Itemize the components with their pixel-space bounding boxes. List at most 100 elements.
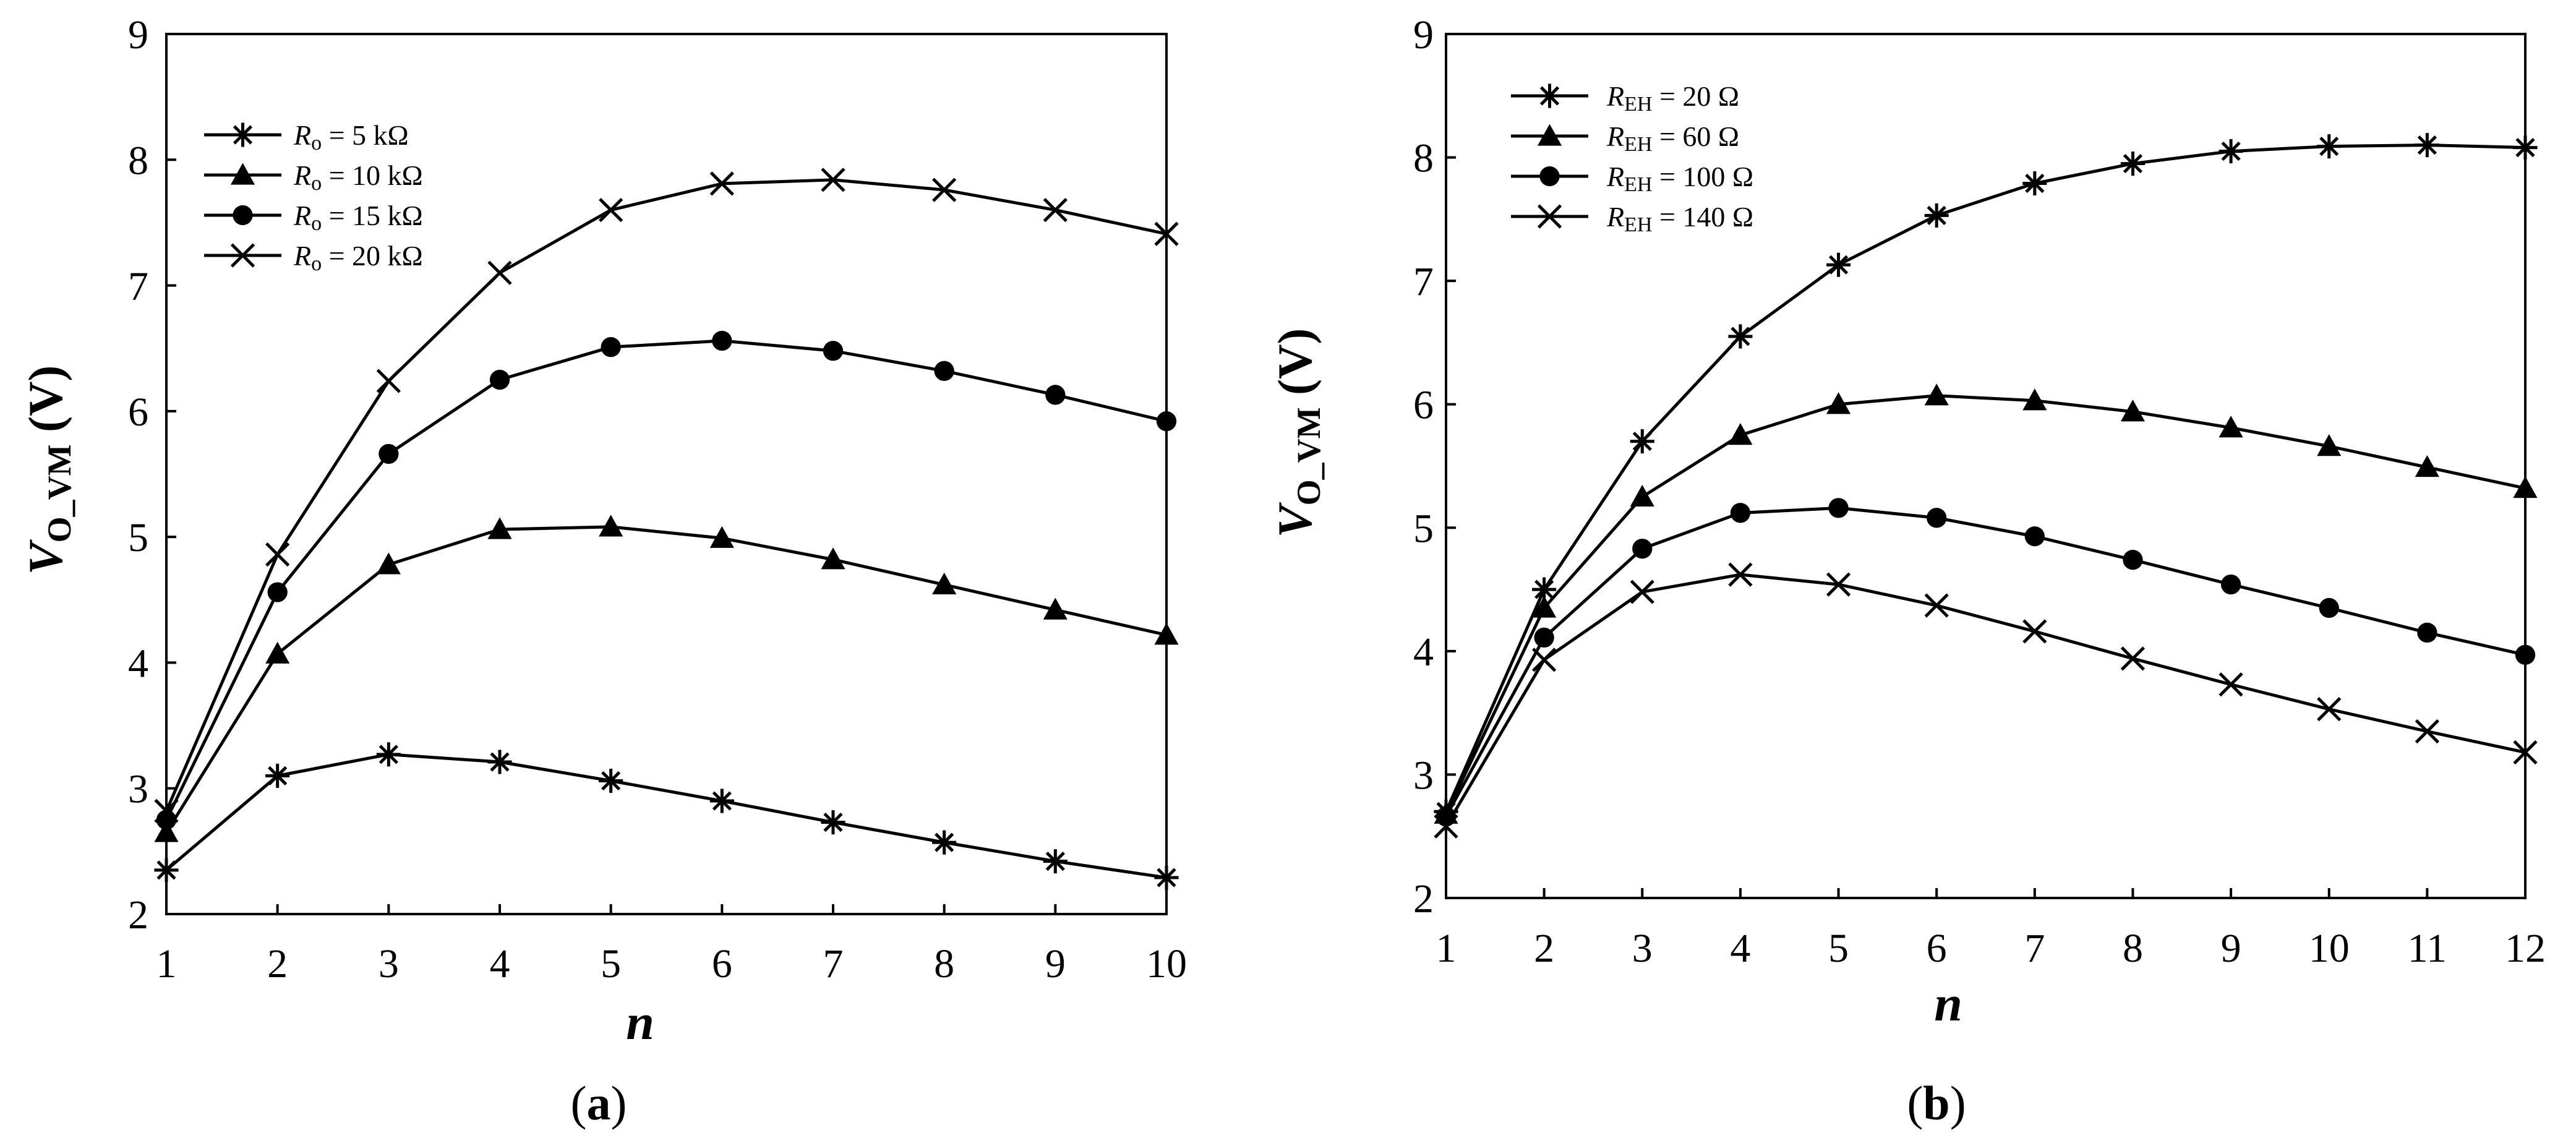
panel-a-data-point-stroke2 — [265, 542, 290, 567]
panel-a-data-point — [821, 547, 845, 570]
panel-a-legend-symbol: R — [293, 119, 311, 151]
panel-a-data-point-stroke2 — [599, 197, 623, 223]
panel-b-data-point — [2513, 135, 2538, 160]
panel-b-x-tick-label: 3 — [1632, 926, 1653, 971]
panel-a-data-point — [154, 858, 179, 883]
panel-b-data-point — [2219, 672, 2243, 697]
panel-a-data-point — [599, 515, 623, 537]
panel-a-data-point — [823, 341, 844, 361]
panel-a-data-point — [709, 789, 734, 813]
panel-a-series-line — [165, 339, 1167, 821]
panel-a-legend-marker-stroke2 — [230, 243, 255, 268]
panel-b-legend-value: = 140 Ω — [1652, 201, 1753, 233]
panel-b-data-point-spoke — [2515, 138, 2535, 158]
panel-a-data-point — [709, 171, 734, 196]
panel-b-data-point-shape — [2120, 400, 2146, 422]
panel-b-data-point-stroke2 — [1434, 814, 1458, 839]
panel-a-data-point — [709, 526, 734, 548]
panel-a-legend-label: Ro = 5 kΩ — [293, 119, 409, 155]
panel-b-data-point — [1924, 383, 1949, 406]
panel-a-data-point — [376, 742, 401, 767]
panel-a-data-point — [1043, 849, 1068, 874]
panel-a-y-tick-label: 3 — [128, 767, 148, 812]
panel-a-y-tick-label: 2 — [128, 892, 148, 938]
panel-b-data-point-spoke — [1731, 327, 1750, 346]
panel-b-data-point — [2415, 455, 2439, 477]
panel-a-x-tick-label: 4 — [490, 941, 510, 986]
panel-a-data-point-shape — [267, 582, 288, 602]
panel-b-y-tick-label: 5 — [1413, 506, 1434, 551]
panel-a-x-tick-label: 1 — [156, 941, 177, 986]
panel-a-x-tick-label: 10 — [1146, 941, 1187, 986]
panel-a-data-point-shape — [376, 552, 401, 575]
panel-b-data-point — [1728, 423, 1753, 445]
panel-b-data-point-shape — [2220, 574, 2241, 595]
panel-b-data-point — [2317, 697, 2342, 722]
panel-b-y-tick-label: 6 — [1413, 383, 1434, 428]
panel-b-data-point — [1632, 539, 1653, 559]
panel-a-legend-subscript: o — [311, 212, 322, 235]
panel-a-legend-marker-spoke — [233, 125, 253, 145]
panel-b-legend-subscript: EH — [1624, 213, 1652, 236]
panel-b-series-line — [1444, 394, 2526, 815]
panel-b-legend-subscript: EH — [1624, 93, 1652, 116]
panel-b-data-point-stroke2 — [2120, 646, 2146, 671]
panel-a-y-axis-label: VO_VM (V) — [19, 366, 78, 575]
panel-a-data-point-shape — [265, 641, 290, 664]
panel-a-data-point-shape — [821, 547, 845, 570]
panel-a-data-point-shape — [934, 361, 954, 381]
panel-a-legend-value: = 10 kΩ — [322, 160, 423, 191]
panel-b-data-point — [2120, 152, 2146, 176]
panel-b-data-point-shape — [1632, 539, 1653, 559]
panel-b-data-point-stroke2 — [2415, 719, 2439, 744]
panel-b-data-point — [1630, 429, 1654, 454]
panel-a-data-point — [376, 552, 401, 575]
panel-b-data-point — [2219, 416, 2243, 438]
panel-b-caption-open: ( — [1907, 1076, 1923, 1130]
panel-a-data-point-shape — [712, 330, 732, 351]
panel-a-data-point — [934, 361, 954, 381]
panel-a-y-tick-label: 4 — [128, 641, 148, 686]
panel-b-data-point-shape — [2024, 526, 2045, 547]
panel-b-data-point — [1630, 484, 1654, 507]
panel-a-legend-label: Ro = 20 kΩ — [293, 240, 423, 275]
panel-b-series-2 — [1434, 383, 2538, 824]
panel-b-data-point — [2219, 139, 2243, 164]
panel-b-series-4 — [1434, 562, 2538, 839]
panel-b-data-point-spoke — [2025, 173, 2045, 194]
panel-b-data-point — [2120, 646, 2146, 671]
panel-a-legend-symbol: R — [293, 200, 311, 231]
panel-b-x-tick-label: 7 — [2024, 926, 2045, 971]
panel-a-data-point-stroke2 — [932, 177, 957, 202]
panel-b-data-point — [2513, 476, 2538, 498]
panel-b-data-point-shape — [2513, 476, 2538, 498]
panel-b-data-point-stroke2 — [1630, 579, 1654, 604]
panel-a-data-point-spoke — [601, 771, 621, 791]
panel-b-legend-item: REH = 100 Ω — [1511, 161, 1753, 196]
panel-a-data-point — [1154, 221, 1179, 246]
panel-b-data-point-shape — [1630, 484, 1654, 507]
panel-b-y-axis-label-sub: O_VM — [1290, 407, 1327, 505]
panel-a-data-point — [1043, 597, 1068, 620]
panel-b-data-point — [2120, 400, 2146, 422]
panel-a-series-line — [165, 525, 1167, 834]
panel-b-data-point-stroke2 — [1532, 648, 1557, 672]
panel-a-y-tick-label: 9 — [128, 12, 148, 58]
panel-a-caption-open: ( — [571, 1076, 587, 1130]
panel-b-legend-marker — [1537, 204, 1562, 229]
panel-b-legend-marker-stroke2 — [1537, 204, 1562, 229]
panel-a-data-point — [379, 443, 399, 464]
panel-a-legend-item: Ro = 20 kΩ — [204, 240, 423, 275]
panel-a-data-point-shape — [489, 369, 510, 390]
panel-b-data-point-spoke — [2319, 137, 2339, 156]
panel-a-data-point-stroke2 — [1043, 197, 1068, 223]
panel-b-data-point — [1828, 498, 1849, 518]
panel-b-legend-marker-shape — [1539, 166, 1560, 187]
panel-a-legend-label: Ro = 10 kΩ — [293, 160, 423, 195]
panel-b-data-point — [1826, 572, 1851, 597]
panel-a-y-tick-label: 8 — [128, 138, 148, 183]
panel-a-data-point — [932, 177, 957, 202]
panel-b-legend-item: REH = 60 Ω — [1511, 121, 1739, 156]
panel-a-data-point-stroke2 — [709, 171, 734, 196]
